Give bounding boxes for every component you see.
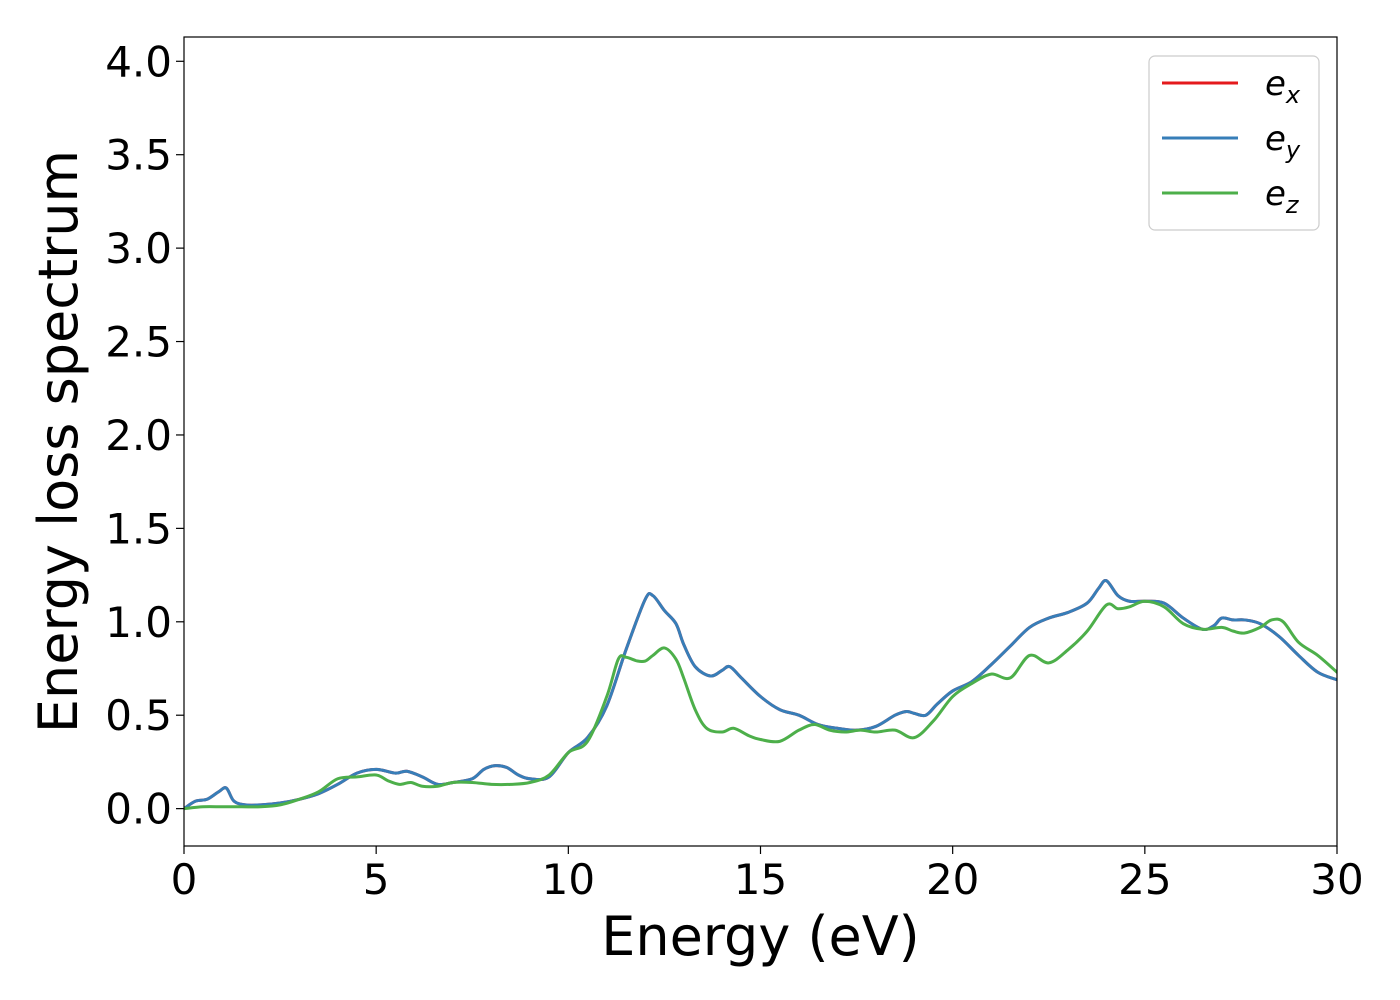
legend-label-base: e — [1265, 64, 1286, 104]
x-tick-label: 10 — [542, 855, 595, 904]
x-tick-label: 5 — [363, 855, 390, 904]
x-tick-label: 15 — [734, 855, 787, 904]
series-line-e-y — [184, 579, 1337, 811]
ticks-layer: 0 5 10 15 20 25 30 0.0 0.5 1.0 1.5 2.0 2.5 3.0 3.5 4.0 — [105, 37, 1364, 904]
legend-label-subscript: y — [1285, 136, 1301, 164]
legend-label: ez — [1265, 174, 1300, 219]
y-tick-label: 1.5 — [105, 504, 172, 553]
series-line-e-z — [184, 599, 1337, 811]
y-tick-label: 4.0 — [105, 37, 172, 86]
legend-label-subscript: z — [1285, 191, 1300, 219]
y-tick-label: 2.0 — [105, 411, 172, 460]
y-tick-label: 3.5 — [105, 131, 172, 180]
x-tick-label: 20 — [926, 855, 979, 904]
y-tick-label: 3.0 — [105, 224, 172, 273]
x-tick-label: 30 — [1310, 855, 1363, 904]
legend-label: ex — [1265, 64, 1301, 109]
y-tick-label: 1.0 — [105, 598, 172, 647]
legend-label-base: e — [1265, 174, 1286, 214]
y-tick-label: 0.0 — [105, 785, 172, 834]
y-axis-title: Energy loss spectrum — [27, 150, 90, 733]
legend-label-subscript: x — [1285, 81, 1301, 109]
x-tick-label: 25 — [1118, 855, 1171, 904]
legend-label: ey — [1265, 119, 1301, 164]
legend-label-base: e — [1265, 119, 1286, 159]
y-tick-label: 0.5 — [105, 691, 172, 740]
x-axis-title: Energy (eV) — [601, 905, 920, 968]
x-tick-label: 0 — [171, 855, 198, 904]
y-tick-label: 2.5 — [105, 318, 172, 367]
series-layer — [184, 579, 1337, 811]
legend-box — [1148, 55, 1320, 231]
